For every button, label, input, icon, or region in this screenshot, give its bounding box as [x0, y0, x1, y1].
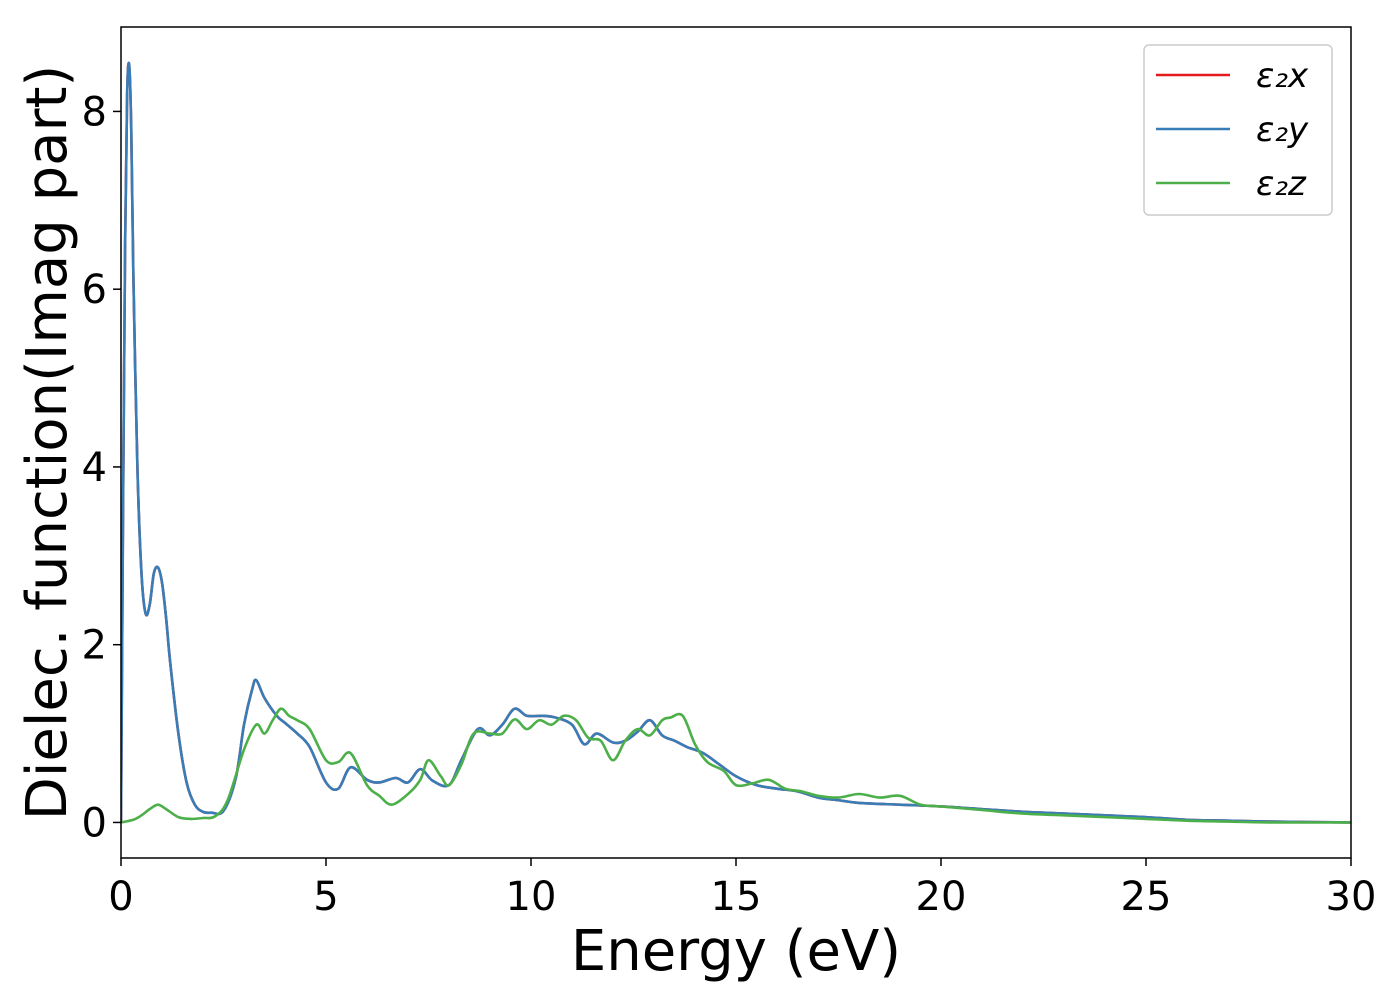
x-axis-title: Energy (eV) — [571, 919, 901, 984]
y-tick-label: 8 — [82, 89, 107, 135]
legend-label: ε₂z — [1256, 164, 1307, 204]
x-tick-label: 25 — [1121, 874, 1172, 920]
x-tick-label: 5 — [313, 874, 338, 920]
x-tick-label: 0 — [108, 874, 133, 920]
plot-lines — [121, 61, 1351, 824]
x-tick-label: 10 — [506, 874, 557, 920]
legend: ε₂x ε₂y ε₂z — [1143, 44, 1333, 216]
x-tick-label: 20 — [916, 874, 967, 920]
x-axis-ticks: 0 5 10 15 20 25 30 — [108, 858, 1376, 920]
x-tick-label: 30 — [1326, 874, 1377, 920]
series-line-2 — [121, 61, 1351, 824]
legend-label: ε₂x — [1256, 56, 1309, 96]
y-tick-label: 2 — [82, 623, 107, 669]
legend-label: ε₂y — [1256, 110, 1309, 150]
series-line-3 — [121, 707, 1351, 824]
y-tick-label: 4 — [82, 445, 107, 491]
legend-box — [1143, 44, 1333, 216]
y-axis-title: Dielec. function(Imag part) — [15, 65, 80, 821]
x-tick-label: 15 — [711, 874, 762, 920]
y-axis-ticks: 0 2 4 6 8 — [82, 89, 121, 846]
y-tick-label: 0 — [82, 800, 107, 846]
y-tick-label: 6 — [82, 267, 107, 313]
